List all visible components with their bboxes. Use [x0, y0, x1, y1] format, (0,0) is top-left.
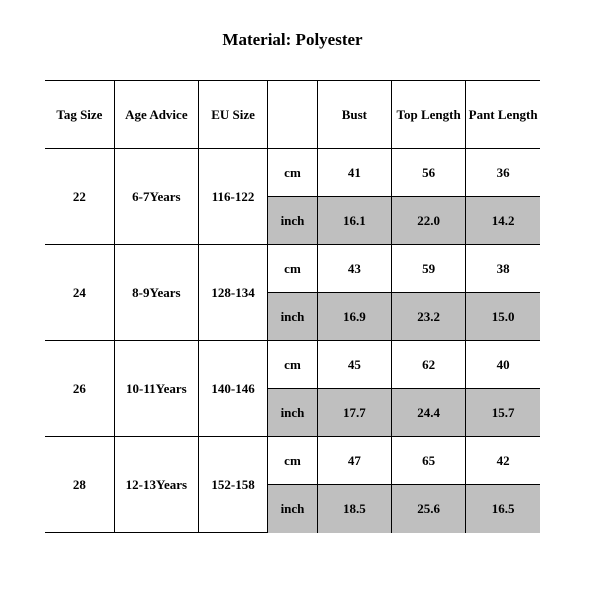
- cell-unit-cm: cm: [268, 245, 318, 293]
- col-unit: [268, 81, 318, 149]
- cell-pant-inch: 15.0: [466, 293, 540, 341]
- cell-unit-cm: cm: [268, 437, 318, 485]
- cell-bust-inch: 17.7: [317, 389, 391, 437]
- col-bust: Bust: [317, 81, 391, 149]
- cell-bust-inch: 16.9: [317, 293, 391, 341]
- table-row: 28 12-13Years 152-158 cm 47 65 42: [45, 437, 540, 485]
- cell-age: 6-7Years: [114, 149, 198, 245]
- table-row: 22 6-7Years 116-122 cm 41 56 36: [45, 149, 540, 197]
- cell-pant-inch: 16.5: [466, 485, 540, 533]
- cell-pant-cm: 40: [466, 341, 540, 389]
- cell-bust-cm: 47: [317, 437, 391, 485]
- cell-unit-inch: inch: [268, 197, 318, 245]
- cell-unit-cm: cm: [268, 149, 318, 197]
- cell-age: 8-9Years: [114, 245, 198, 341]
- size-chart-container: Material: Polyester Tag Size Age Advice …: [0, 0, 600, 533]
- cell-bust-cm: 45: [317, 341, 391, 389]
- cell-top-cm: 65: [391, 437, 465, 485]
- cell-pant-inch: 15.7: [466, 389, 540, 437]
- cell-eu: 128-134: [198, 245, 267, 341]
- cell-top-inch: 24.4: [391, 389, 465, 437]
- cell-bust-cm: 43: [317, 245, 391, 293]
- cell-eu: 140-146: [198, 341, 267, 437]
- cell-age: 12-13Years: [114, 437, 198, 533]
- table-body: 22 6-7Years 116-122 cm 41 56 36 inch 16.…: [45, 149, 540, 533]
- chart-title: Material: Polyester: [45, 30, 540, 50]
- table-row: 24 8-9Years 128-134 cm 43 59 38: [45, 245, 540, 293]
- cell-pant-inch: 14.2: [466, 197, 540, 245]
- size-table: Tag Size Age Advice EU Size Bust Top Len…: [45, 80, 540, 533]
- cell-bust-inch: 18.5: [317, 485, 391, 533]
- cell-top-cm: 59: [391, 245, 465, 293]
- cell-age: 10-11Years: [114, 341, 198, 437]
- cell-top-inch: 22.0: [391, 197, 465, 245]
- col-pant-length: Pant Length: [466, 81, 540, 149]
- cell-eu: 116-122: [198, 149, 267, 245]
- col-top-length: Top Length: [391, 81, 465, 149]
- col-eu-size: EU Size: [198, 81, 267, 149]
- cell-pant-cm: 38: [466, 245, 540, 293]
- table-header-row: Tag Size Age Advice EU Size Bust Top Len…: [45, 81, 540, 149]
- cell-unit-cm: cm: [268, 341, 318, 389]
- cell-eu: 152-158: [198, 437, 267, 533]
- cell-top-cm: 62: [391, 341, 465, 389]
- cell-tag: 22: [45, 149, 114, 245]
- cell-tag: 24: [45, 245, 114, 341]
- cell-unit-inch: inch: [268, 389, 318, 437]
- cell-pant-cm: 42: [466, 437, 540, 485]
- cell-bust-cm: 41: [317, 149, 391, 197]
- cell-unit-inch: inch: [268, 485, 318, 533]
- cell-unit-inch: inch: [268, 293, 318, 341]
- col-age-advice: Age Advice: [114, 81, 198, 149]
- table-row: 26 10-11Years 140-146 cm 45 62 40: [45, 341, 540, 389]
- cell-top-cm: 56: [391, 149, 465, 197]
- col-tag-size: Tag Size: [45, 81, 114, 149]
- cell-top-inch: 25.6: [391, 485, 465, 533]
- cell-pant-cm: 36: [466, 149, 540, 197]
- cell-tag: 26: [45, 341, 114, 437]
- cell-top-inch: 23.2: [391, 293, 465, 341]
- cell-bust-inch: 16.1: [317, 197, 391, 245]
- cell-tag: 28: [45, 437, 114, 533]
